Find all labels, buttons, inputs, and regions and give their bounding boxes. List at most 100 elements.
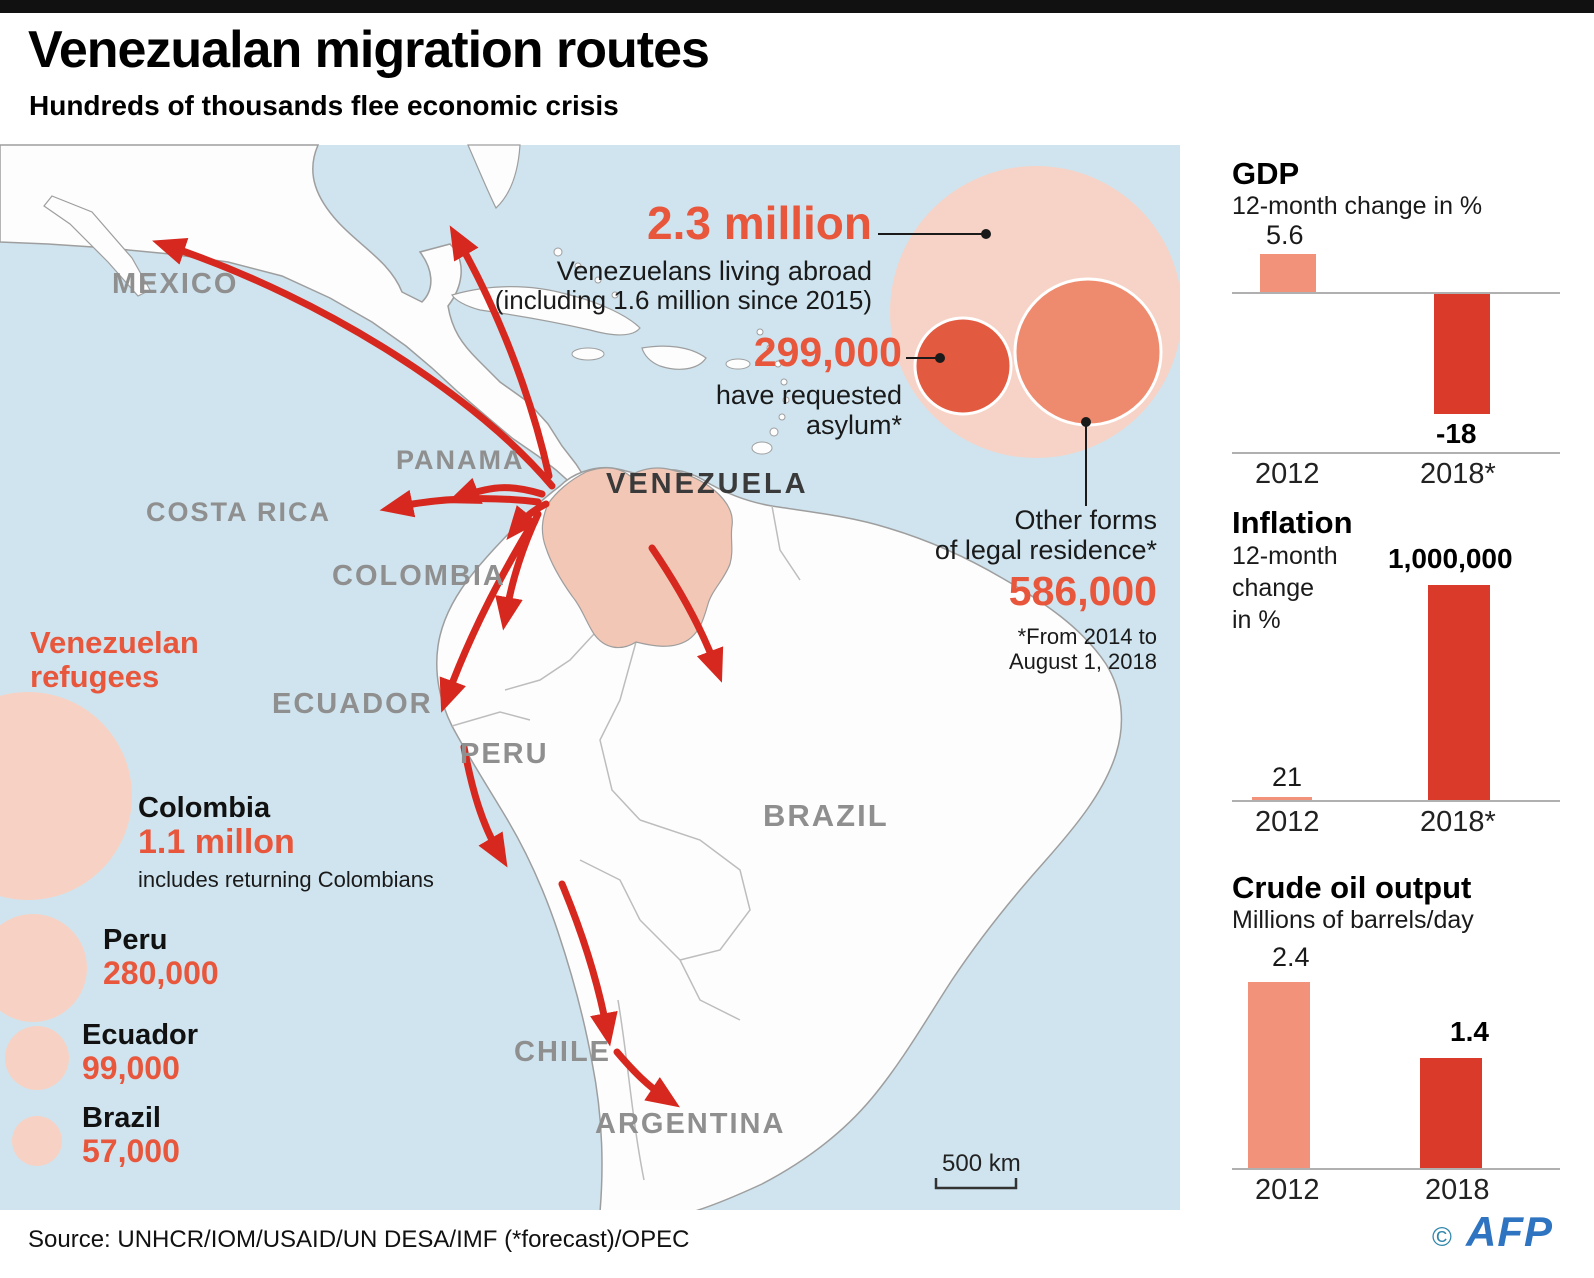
- refugee-entry-ecuador: Ecuador 99,000: [82, 1020, 198, 1087]
- copyright-symbol: ©: [1432, 1222, 1452, 1252]
- oil-year-2018: 2018: [1425, 1174, 1490, 1206]
- country-label-chile: CHILE: [514, 1036, 611, 1068]
- arrow-to-argentina: [613, 1048, 680, 1108]
- gdp-base-axis: [1232, 452, 1560, 454]
- caribbean-islands: [553, 247, 790, 455]
- florida-landmass: [467, 144, 521, 209]
- country-label-panama: PANAMA: [396, 445, 525, 475]
- stat-abroad-line2: (including 1.6 million since 2015): [494, 284, 872, 315]
- oil-year-2012: 2012: [1255, 1174, 1320, 1206]
- stat-residence-footnote2: August 1, 2018: [1008, 649, 1157, 674]
- gdp-chart-subtitle: 12-month change in %: [1232, 192, 1483, 220]
- country-label-peru: PERU: [460, 738, 549, 770]
- stat-asylum-line2: asylum*: [805, 410, 902, 441]
- country-label-brazil: BRAZIL: [763, 798, 889, 833]
- refugee-bubble-peru: [0, 914, 87, 1022]
- stat-residence-value: 586,000: [1008, 568, 1157, 615]
- mexico-central-america-landmass: [0, 144, 587, 487]
- country-label-argentina: ARGENTINA: [595, 1108, 786, 1140]
- refugee-bubble-ecuador: [5, 1026, 69, 1090]
- gdp-value-2012: 5.6: [1266, 220, 1304, 250]
- oil-base-axis: [1232, 1168, 1560, 1170]
- refugee-country: Brazil: [82, 1102, 161, 1134]
- migration-map: [0, 144, 1180, 1210]
- refugee-entry-colombia: Colombia 1.1 millon includes returning C…: [138, 793, 434, 893]
- page-title: Venezualan migration routes: [28, 21, 710, 79]
- inflation-chart-title: Inflation: [1232, 505, 1353, 540]
- refugees-heading-line2: refugees: [30, 659, 160, 695]
- stat-abroad-value: 2.3 million: [647, 197, 872, 249]
- inflation-value-2018: 1,000,000: [1388, 543, 1513, 574]
- annotation-dots: [935, 229, 1091, 427]
- inflation-year-2018: 2018*: [1420, 806, 1496, 838]
- country-label-ecuador: ECUADOR: [272, 688, 433, 720]
- scale-label: 500 km: [942, 1150, 1021, 1177]
- stat-asylum: 299,000 have requested asylum*: [715, 329, 902, 441]
- gdp-zero-axis: [1232, 292, 1560, 294]
- stat-residence-line1: Other forms: [1014, 505, 1157, 535]
- refugee-country: Peru: [103, 924, 168, 956]
- inflation-value-2012: 21: [1272, 762, 1303, 792]
- inflation-subtitle-line1: 12-month: [1232, 542, 1338, 570]
- arrow-to-caribbean: [449, 225, 553, 480]
- arrow-to-peru: [460, 743, 508, 868]
- oil-bar-2018: [1420, 1058, 1482, 1168]
- stat-residence-line2: of legal residence*: [934, 535, 1157, 566]
- stat-residence: Other forms of legal residence* 586,000 …: [935, 505, 1157, 675]
- stat-asylum-value: 299,000: [753, 329, 902, 375]
- inflation-subtitle-line2: change: [1232, 574, 1315, 602]
- migration-arrows: [152, 225, 724, 1108]
- bubble-asylum: [913, 316, 1013, 416]
- refugee-value: 57,000: [82, 1133, 180, 1170]
- scale-bar: [934, 1178, 1018, 1190]
- inflation-year-2012: 2012: [1255, 806, 1320, 838]
- gdp-value-2018: -18: [1436, 418, 1477, 449]
- refugee-country: Ecuador: [82, 1019, 199, 1051]
- afp-logo: AFP: [1466, 1208, 1553, 1255]
- page-subtitle: Hundreds of thousands flee economic cris…: [29, 90, 619, 121]
- refugee-entry-peru: Peru 280,000: [103, 925, 219, 992]
- inflation-subtitle-line3: in %: [1232, 606, 1281, 634]
- annotation-lines: [878, 233, 1087, 506]
- baja-peninsula: [43, 195, 151, 297]
- refugee-value: 1.1 millon: [138, 823, 295, 862]
- refugee-bubble-brazil: [12, 1116, 62, 1166]
- refugee-value: 280,000: [103, 955, 219, 992]
- gdp-bar-2012: [1260, 254, 1316, 292]
- country-label-venezuela: VENEZUELA: [606, 468, 809, 500]
- refugee-country: Colombia: [138, 792, 271, 824]
- oil-chart-title: Crude oil output: [1232, 870, 1472, 905]
- refugee-value: 99,000: [82, 1050, 180, 1087]
- top-black-bar: [0, 0, 1594, 13]
- oil-value-2018: 1.4: [1450, 1016, 1489, 1047]
- refugee-bubbles: [0, 692, 132, 1166]
- inflation-base-axis: [1232, 800, 1560, 802]
- country-borders: [451, 505, 801, 1181]
- stat-asylum-line1: have requested: [715, 379, 902, 410]
- migration-bubble-chart: [890, 166, 1180, 458]
- arrow-to-mexico: [152, 238, 556, 490]
- cuba-island: [451, 286, 641, 336]
- oil-value-2012: 2.4: [1272, 942, 1310, 972]
- stat-residence-footnote1: *From 2014 to: [1017, 624, 1157, 650]
- country-label-mexico: MEXICO: [112, 268, 239, 300]
- gdp-year-2012: 2012: [1255, 458, 1320, 490]
- stat-abroad-line1: Venezuelans living abroad: [556, 255, 872, 286]
- country-label-costa-rica: COSTA RICA: [146, 497, 331, 527]
- oil-bar-2012: [1248, 982, 1310, 1168]
- inflation-bar-2012: [1252, 797, 1312, 800]
- country-label-colombia: COLOMBIA: [332, 560, 506, 592]
- arrow-to-brazil: [648, 544, 724, 683]
- arrow-to-costa-rica: [379, 489, 542, 518]
- arrow-to-panama: [446, 477, 546, 504]
- hispaniola-island: [641, 345, 707, 370]
- arrow-to-ecuador: [439, 520, 536, 713]
- gdp-chart-title: GDP: [1232, 156, 1300, 191]
- refugees-heading-line1: Venezuelan: [30, 625, 199, 660]
- arrow-to-colombia-west: [506, 500, 550, 541]
- refugee-bubble-colombia: [0, 692, 132, 900]
- refugee-note: includes returning Colombians: [138, 866, 434, 892]
- bubble-legal-residence: [1013, 277, 1163, 427]
- refugee-entry-brazil: Brazil 57,000: [82, 1103, 180, 1170]
